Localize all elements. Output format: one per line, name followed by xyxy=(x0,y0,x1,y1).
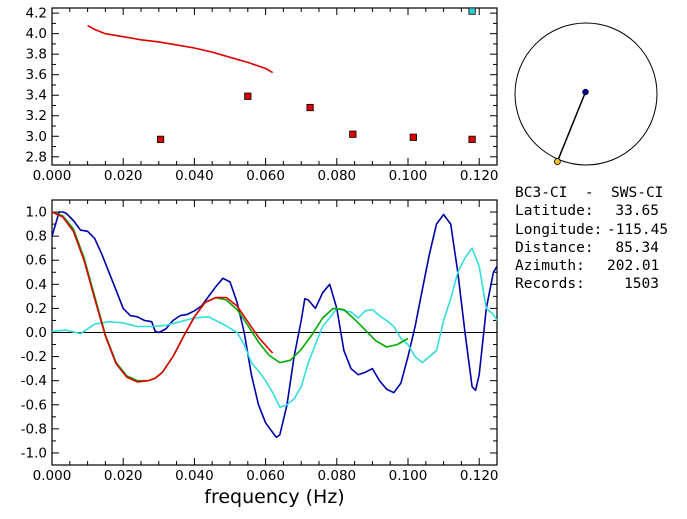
x-tick-label: 0.020 xyxy=(104,468,143,484)
range-circle xyxy=(514,22,658,166)
x-tick-label: 0.100 xyxy=(389,168,428,184)
plot-frame xyxy=(51,7,498,166)
data-point xyxy=(156,135,165,143)
remote-station-marker xyxy=(553,158,561,165)
y-tick-label: -0.6 xyxy=(21,397,47,413)
x-tick-label: 0.080 xyxy=(317,468,356,484)
x-tick-label: 0.000 xyxy=(33,168,72,184)
y-tick-label: 0.8 xyxy=(26,229,47,245)
y-tick-label: 3.0 xyxy=(26,129,47,145)
y-tick-label: 0.4 xyxy=(26,277,47,293)
azimuth-label: Azimuth: xyxy=(515,258,585,275)
longitude-label: Longitude: xyxy=(515,221,603,238)
records-value: 1503 xyxy=(624,276,659,293)
x-tick-label: 0.040 xyxy=(175,168,214,184)
longitude-value: -115.45 xyxy=(607,221,669,238)
latitude-value: 33.65 xyxy=(615,203,659,220)
y-tick-label: 4.0 xyxy=(26,26,47,42)
longitude-row: Longitude: -115.45 xyxy=(515,221,669,239)
latitude-row: Latitude: 33.65 xyxy=(515,202,663,220)
series-line-2 xyxy=(51,247,498,409)
data-point xyxy=(306,103,314,112)
data-point xyxy=(244,92,252,100)
x-tick-label: 0.120 xyxy=(460,468,499,484)
data-point xyxy=(409,133,417,141)
azimuth-map xyxy=(514,22,658,166)
azimuth-row: Azimuth: 202.01 xyxy=(515,257,663,275)
distance-value: 85.34 xyxy=(615,239,659,256)
distance-label: Distance: xyxy=(515,239,594,256)
y-tick-label: -0.8 xyxy=(21,421,47,437)
data-point xyxy=(468,7,476,15)
data-point xyxy=(349,130,357,138)
latitude-label: Latitude: xyxy=(515,203,594,220)
y-tick-label: -1.0 xyxy=(21,445,47,461)
x-tick-label: 0.060 xyxy=(246,168,285,184)
data-point xyxy=(468,135,476,143)
station-pair: BC3-CI - SWS-CI xyxy=(515,185,664,201)
dispersion-plot: 0.000 0.020 0.040 0.060 0.080 0.100 0.120 2.8 3.… xyxy=(26,6,499,184)
y-tick-label: 2.8 xyxy=(26,149,47,165)
y-tick-label: 4.2 xyxy=(26,6,47,22)
x-tick-label: 0.040 xyxy=(175,468,214,484)
azimuth-value: 202.01 xyxy=(607,258,660,275)
y-tick-label: 0.2 xyxy=(26,301,47,317)
station-marker xyxy=(582,88,589,96)
x-tick-label: 0.100 xyxy=(389,468,428,484)
series-line-4 xyxy=(51,211,274,383)
correlation-plot: 0.000 0.020 0.040 0.060 0.080 0.100 0.120 -1.0 -… xyxy=(21,199,499,508)
y-tick-label: 3.2 xyxy=(26,108,47,124)
y-tick-label: 3.6 xyxy=(26,67,47,83)
y-tick-label: -0.4 xyxy=(21,373,47,389)
y-tick-label: 0.6 xyxy=(26,253,47,269)
y-tick-label: 3.8 xyxy=(26,47,47,63)
records-label: Records: xyxy=(515,276,585,293)
x-axis-label: frequency (Hz) xyxy=(204,486,344,508)
y-tick-label: 1.0 xyxy=(26,205,47,221)
x-tick-label: 0.120 xyxy=(460,168,499,184)
dispersion-curve xyxy=(87,24,274,74)
azimuth-line xyxy=(556,91,587,162)
x-tick-label: 0.020 xyxy=(104,168,143,184)
x-tick-label: 0.060 xyxy=(246,468,285,484)
y-tick-label: 0.0 xyxy=(26,325,47,341)
station-info-panel: BC3-CI - SWS-CI Latitude: 33.65 Longitude… xyxy=(515,184,669,294)
series-line-1 xyxy=(51,211,498,439)
records-row: Records: 1503 xyxy=(515,275,663,293)
x-tick-label: 0.000 xyxy=(33,468,72,484)
series-line-3 xyxy=(51,211,409,382)
distance-row: Distance: 85.34 xyxy=(515,239,663,257)
y-tick-label: 3.4 xyxy=(26,88,47,104)
x-tick-label: 0.080 xyxy=(317,168,356,184)
y-tick-label: -0.2 xyxy=(21,349,47,365)
